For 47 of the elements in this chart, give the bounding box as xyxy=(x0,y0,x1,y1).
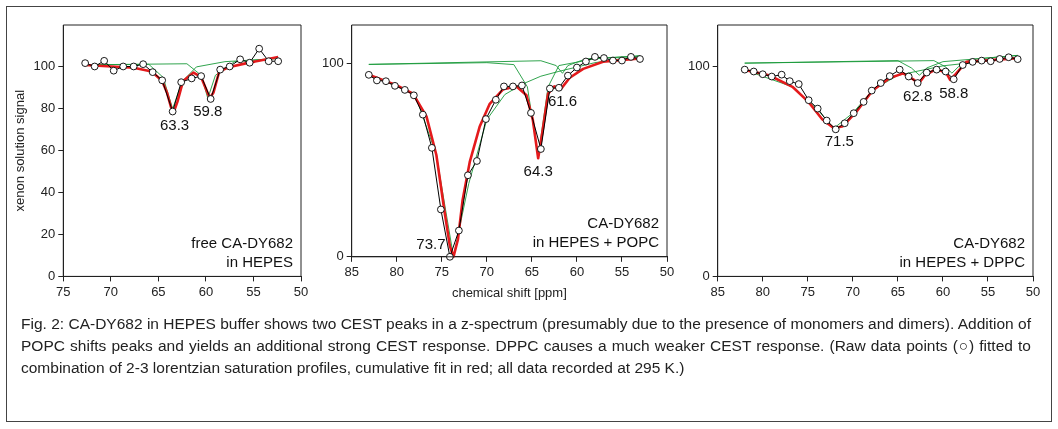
x-tick-label: 50 xyxy=(1025,283,1041,299)
x-tick-label: 80 xyxy=(389,264,404,280)
x-tick-label: 70 xyxy=(845,283,861,299)
y-tick-label: 0 xyxy=(336,248,344,264)
x-tick-label: 85 xyxy=(710,283,725,299)
y-tick-label: 40 xyxy=(40,184,56,200)
annotation: 62.8 xyxy=(903,87,933,105)
x-tick-label: 65 xyxy=(524,264,540,280)
x-tick-label: 80 xyxy=(755,283,770,299)
x-tick-label: 70 xyxy=(103,283,119,299)
figure-frame: xenon solution signal 75 70 65 60 55 50 0 20 40 60 80 100 63.3 59.8 free CA-DY682 in HEPES chemical shift [ppm] 85 80 75 70 65 60 55 50 0 100 73.7 64.3 61.6 CA-DY682 in HEPES + POPC 85 80 75 70 65 60 55 50 0 100 71.5 62.8 58.8 CA-DY682 in HEPES + DPPC Fig. 2: CA-DY682 in HEPES buffer shows two CEST peaks in a z-spectrum (presumably due to the presence of monomers and dimers). Addition of POPC shifts peaks and yields an additional strong CEST response. DPPC causes a much weaker CEST response. (Raw data points (○) fitted to combination of 2-3 lorentzian saturation profiles, cumulative fit in red; all data recorded at 295 K.) xyxy=(6,6,1052,422)
x-axis-title: chemical shift [ppm] xyxy=(451,284,567,300)
x-tick-label: 60 xyxy=(569,264,585,280)
x-tick-label: 55 xyxy=(614,264,630,280)
y-tick-label: 20 xyxy=(40,226,56,242)
annotation: CA-DY682 in HEPES + DPPC xyxy=(899,234,1026,271)
annotation: 61.6 xyxy=(547,91,578,109)
x-tick-label: 65 xyxy=(890,283,906,299)
x-tick-label: 75 xyxy=(56,283,71,299)
x-tick-label: 55 xyxy=(246,283,261,299)
x-tick-label: 55 xyxy=(980,283,996,299)
y-tick-label: 0 xyxy=(48,267,56,283)
annotation: free CA-DY682 in HEPES xyxy=(191,234,293,271)
x-tick-label: 70 xyxy=(479,264,495,280)
x-tick-label: 75 xyxy=(800,283,816,299)
annotation: 59.8 xyxy=(193,101,223,119)
annotation: 58.8 xyxy=(939,83,969,101)
y-tick-label: 0 xyxy=(702,267,710,283)
y-tick-label: 100 xyxy=(687,58,710,74)
y-tick-label: 100 xyxy=(321,55,344,71)
annotation: 63.3 xyxy=(159,116,190,134)
annotation: 71.5 xyxy=(824,131,854,149)
y-axis-title: xenon solution signal xyxy=(12,89,28,212)
caption: Fig. 2: CA-DY682 in HEPES buffer shows two CEST peaks in a z-spectrum (presumably due to the presence of monomers and dimers). Addition of POPC shifts peaks and yields an additional strong CEST response. DPPC causes a much weaker CEST response. (Raw data points (○) fitted to combination of 2-3 lorentzian saturation profiles, cumulative fit in red; all data recorded at 295 K.) xyxy=(21,314,1031,378)
y-tick-label: 100 xyxy=(33,58,56,74)
annotation: 64.3 xyxy=(523,161,553,179)
x-tick-label: 50 xyxy=(659,264,675,280)
y-tick-label: 60 xyxy=(40,142,56,158)
y-tick-label: 80 xyxy=(40,100,56,116)
x-tick-label: 85 xyxy=(344,264,359,280)
annotation: CA-DY682 in HEPES + POPC xyxy=(532,214,660,251)
x-tick-label: 60 xyxy=(198,283,214,299)
x-tick-label: 75 xyxy=(434,264,450,280)
x-tick-label: 50 xyxy=(293,283,309,299)
annotation: 73.7 xyxy=(416,235,446,253)
x-tick-label: 60 xyxy=(935,283,951,299)
x-tick-label: 65 xyxy=(151,283,166,299)
